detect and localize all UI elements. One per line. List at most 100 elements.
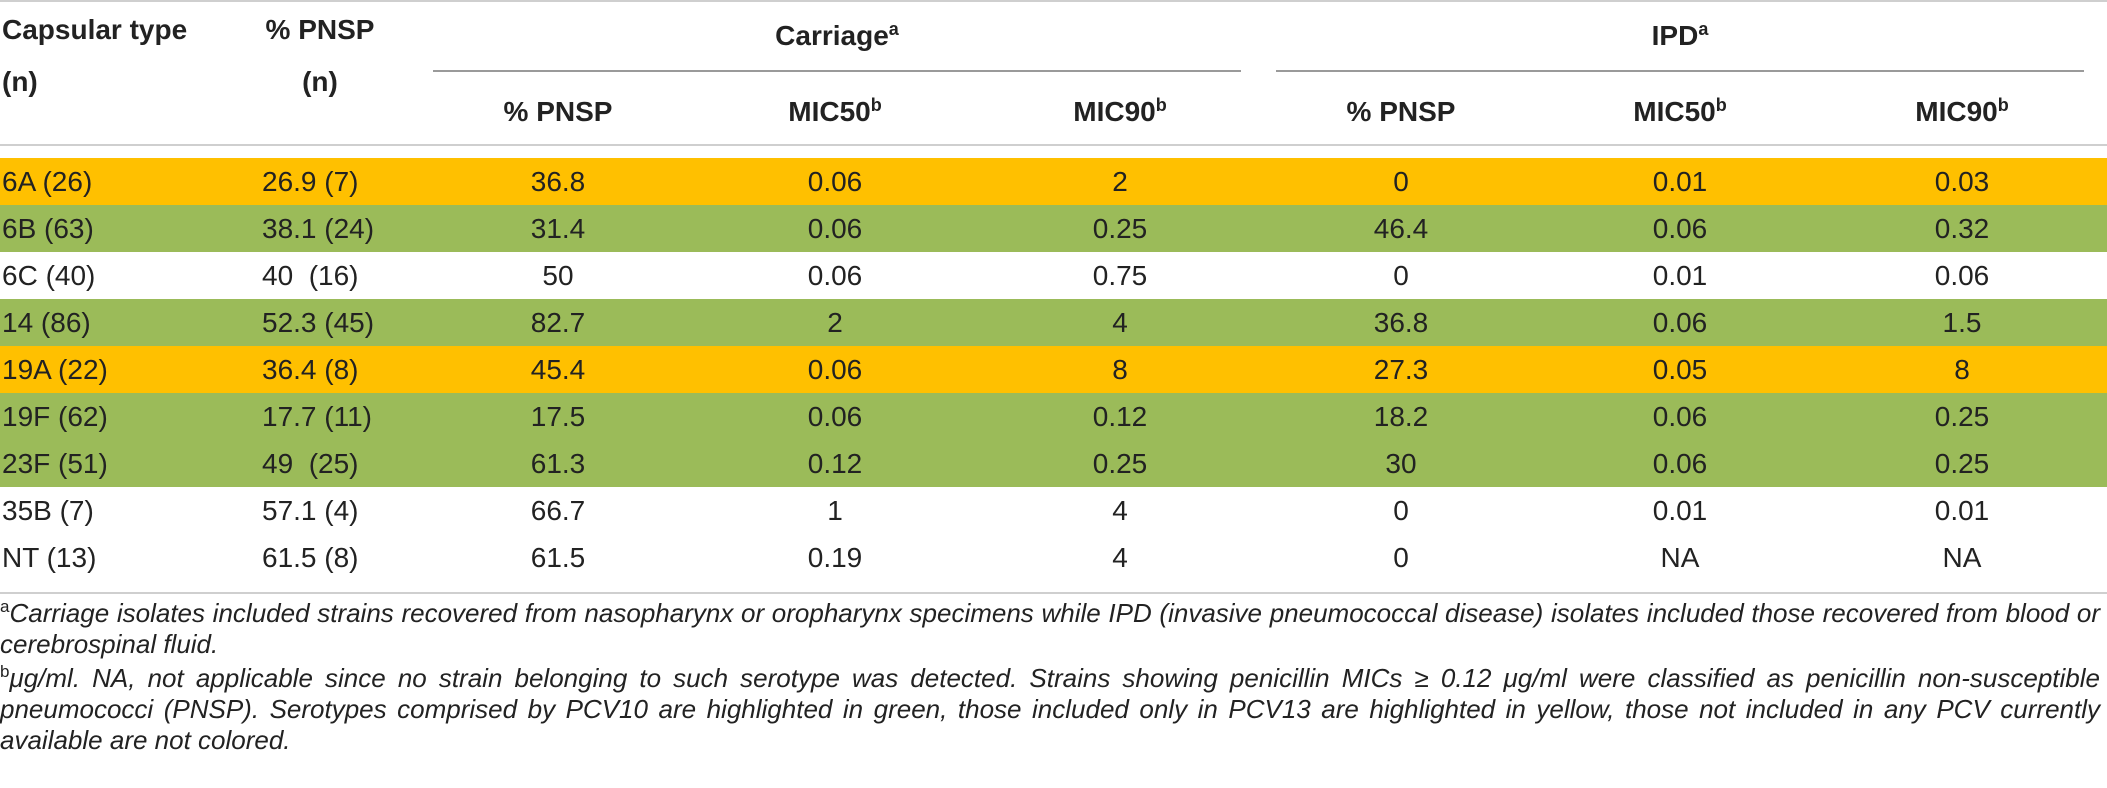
- cell-pnsp: 61.5 (8): [262, 542, 359, 573]
- table-row: 35B (7) 57.1 (4) 66.7 1 4 0 0.01 0.01: [0, 487, 2107, 534]
- footnote-b-text: μg/ml. NA, not applicable since no strai…: [0, 663, 2100, 755]
- cell-ipd-mic50: 0.01: [1652, 260, 1708, 291]
- cell-ipd-pnsp: 30: [1385, 448, 1417, 479]
- footnote-b: bμg/ml. NA, not applicable since no stra…: [0, 663, 2100, 756]
- cell-pnsp: 52.3 (45): [262, 307, 375, 338]
- cell-ipd-mic90: 0.32: [1934, 213, 1990, 244]
- cell-ipd-mic90: 0.25: [1934, 448, 1990, 479]
- header-carriage-sup: a: [888, 19, 899, 39]
- cell-ipd-mic50: 0.06: [1652, 307, 1708, 338]
- cell-carriage-pnsp: 66.7: [530, 495, 586, 526]
- header-pnsp-n: (n): [302, 66, 338, 97]
- cell-capsular-type: 19A (22): [2, 354, 108, 385]
- cell-capsular-type: 19F (62): [2, 401, 108, 432]
- cell-ipd-mic90: 0.01: [1934, 495, 1990, 526]
- footnote-a: aCarriage isolates included strains reco…: [0, 598, 2100, 660]
- cell-carriage-mic50: 1: [827, 495, 843, 526]
- cell-ipd-pnsp: 36.8: [1373, 307, 1429, 338]
- cell-carriage-pnsp: 82.7: [530, 307, 586, 338]
- cell-carriage-mic50: 0.06: [807, 166, 863, 197]
- cell-ipd-pnsp: 0: [1393, 542, 1409, 573]
- header-ipd-sup: a: [1698, 19, 1709, 39]
- cell-capsular-type: 6B (63): [2, 213, 94, 244]
- table-row: 6C (40) 40 (16) 50 0.06 0.75 0 0.01 0.06: [0, 252, 2107, 299]
- subheader-ipd-mic50: MIC50b: [1560, 96, 1800, 128]
- cell-carriage-mic90: 8: [1112, 354, 1128, 385]
- table-row: 19F (62) 17.7 (11) 17.5 0.06 0.12 18.2 0…: [0, 393, 2107, 440]
- cell-carriage-pnsp: 50: [542, 260, 574, 291]
- cell-ipd-pnsp: 27.3: [1373, 354, 1429, 385]
- subheader-carriage-mic90-sup: b: [1155, 95, 1167, 115]
- cell-ipd-mic90: 0.03: [1934, 166, 1990, 197]
- cell-pnsp: 38.1 (24): [262, 213, 375, 244]
- subheader-ipd-mic50-sup: b: [1715, 95, 1727, 115]
- cell-ipd-mic50: 0.06: [1652, 401, 1708, 432]
- cell-carriage-pnsp: 61.3: [530, 448, 586, 479]
- subheader-carriage-mic50-sup: b: [870, 95, 882, 115]
- cell-ipd-mic90: 0.25: [1934, 401, 1990, 432]
- header-capsular-type: Capsular type: [2, 14, 188, 45]
- cell-ipd-mic50: 0.01: [1652, 166, 1708, 197]
- cell-ipd-mic90: 1.5: [1942, 307, 1982, 338]
- header-capsular-type-n: (n): [2, 66, 38, 97]
- cell-ipd-mic50: 0.06: [1652, 213, 1708, 244]
- cell-capsular-type: 23F (51): [2, 448, 108, 479]
- cell-pnsp: 17.7 (11): [262, 401, 372, 432]
- cell-carriage-pnsp: 36.8: [530, 166, 586, 197]
- cell-carriage-pnsp: 17.5: [530, 401, 586, 432]
- cell-carriage-mic50: 2: [827, 307, 843, 338]
- cell-ipd-pnsp: 0: [1393, 495, 1409, 526]
- cell-carriage-mic50: 0.06: [807, 401, 863, 432]
- subheader-ipd-mic90: MIC90b: [1842, 96, 2082, 128]
- cell-carriage-pnsp: 61.5: [530, 542, 586, 573]
- cell-capsular-type: 14 (86): [2, 307, 91, 338]
- cell-carriage-mic90: 4: [1112, 495, 1128, 526]
- cell-pnsp: 40 (16): [262, 260, 359, 291]
- subheader-ipd-mic90-sup: b: [1997, 95, 2009, 115]
- cell-ipd-mic90: 8: [1954, 354, 1970, 385]
- header-carriage-label: Carriage: [775, 20, 889, 51]
- subheader-ipd-pnsp: % PNSP: [1346, 96, 1456, 127]
- header-ipd: IPDa: [1276, 20, 2084, 52]
- cell-ipd-pnsp: 0: [1393, 260, 1409, 291]
- header-ipd-label: IPD: [1651, 20, 1699, 51]
- cell-pnsp: 49 (25): [262, 448, 359, 479]
- table-row: 23F (51) 49 (25) 61.3 0.12 0.25 30 0.06 …: [0, 440, 2107, 487]
- subheader-carriage-mic90-label: MIC90: [1073, 96, 1156, 127]
- cell-capsular-type: 6A (26): [2, 166, 93, 197]
- subheader-carriage-mic90: MIC90b: [1000, 96, 1240, 128]
- cell-ipd-pnsp: 0: [1393, 166, 1409, 197]
- cell-carriage-mic50: 0.06: [807, 260, 863, 291]
- header-carriage: Carriagea: [433, 20, 1241, 52]
- table-row: 6B (63) 38.1 (24) 31.4 0.06 0.25 46.4 0.…: [0, 205, 2107, 252]
- table-row: NT (13) 61.5 (8) 61.5 0.19 4 0 NA NA: [0, 534, 2107, 581]
- cell-carriage-pnsp: 45.4: [530, 354, 586, 385]
- cell-ipd-pnsp: 18.2: [1373, 401, 1429, 432]
- cell-pnsp: 26.9 (7): [262, 166, 359, 197]
- cell-ipd-mic50: NA: [1660, 542, 1700, 573]
- cell-carriage-mic90: 2: [1112, 166, 1128, 197]
- subheader-ipd-mic50-label: MIC50: [1633, 96, 1716, 127]
- cell-ipd-mic90: 0.06: [1934, 260, 1990, 291]
- cell-capsular-type: 35B (7): [2, 495, 94, 526]
- carriage-group-rule: [433, 70, 1241, 72]
- cell-ipd-mic50: 0.01: [1652, 495, 1708, 526]
- cell-carriage-mic50: 0.06: [807, 213, 863, 244]
- cell-carriage-mic90: 0.25: [1092, 213, 1148, 244]
- cell-pnsp: 36.4 (8): [262, 354, 359, 385]
- subheader-ipd-mic90-label: MIC90: [1915, 96, 1998, 127]
- cell-ipd-mic50: 0.06: [1652, 448, 1708, 479]
- top-rule: [0, 0, 2107, 2]
- footnote-a-marker: a: [0, 597, 10, 616]
- cell-ipd-mic50: 0.05: [1652, 354, 1708, 385]
- cell-carriage-mic90: 0.75: [1092, 260, 1148, 291]
- cell-capsular-type: NT (13): [2, 542, 97, 573]
- header-pnsp: % PNSP: [265, 14, 375, 45]
- cell-ipd-pnsp: 46.4: [1373, 213, 1429, 244]
- cell-carriage-mic90: 0.25: [1092, 448, 1148, 479]
- cell-capsular-type: 6C (40): [2, 260, 96, 291]
- cell-carriage-mic90: 4: [1112, 542, 1128, 573]
- cell-carriage-mic50: 0.06: [807, 354, 863, 385]
- footnote-a-text: Carriage isolates included strains recov…: [0, 598, 2100, 659]
